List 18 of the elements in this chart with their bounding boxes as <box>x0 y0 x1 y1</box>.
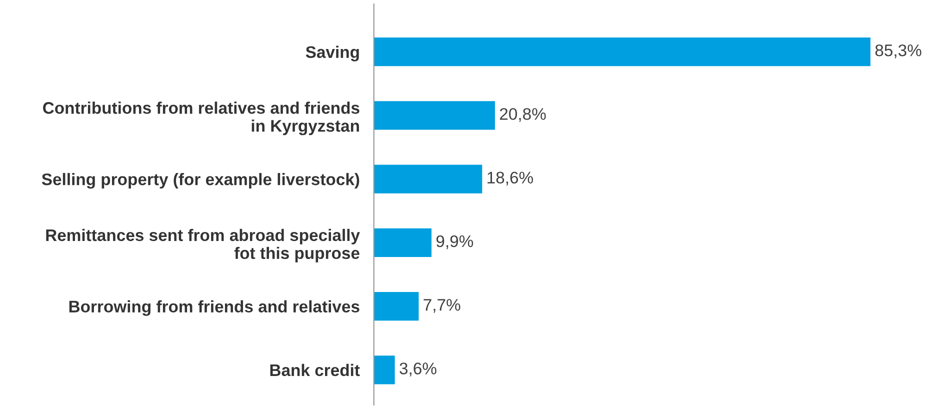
bar <box>374 164 482 194</box>
y-tick-label: Bank credit <box>270 364 360 376</box>
bar <box>374 292 419 321</box>
data-label: 20,8% <box>500 108 546 122</box>
bar <box>374 101 495 130</box>
y-tick-label: Selling property (for example liverstock) <box>42 173 360 189</box>
y-tick-label: Borrowing from friends and relatives <box>69 300 360 316</box>
y-tick-label: Saving <box>306 46 359 62</box>
bar <box>374 228 432 257</box>
data-label: 85,3% <box>875 44 922 58</box>
y-tick-label: Remittances sent from abroad specially fot this puprose <box>46 228 360 262</box>
y-tick-label: Contributions from relatives and friends in Kyrgyzstan <box>43 102 360 136</box>
data-label: 9,9% <box>436 235 474 250</box>
data-label: 18,6% <box>488 172 533 186</box>
bar <box>374 37 870 66</box>
data-label: 7,7% <box>424 299 460 313</box>
data-label: 3,6% <box>400 362 436 376</box>
bar <box>374 356 395 384</box>
